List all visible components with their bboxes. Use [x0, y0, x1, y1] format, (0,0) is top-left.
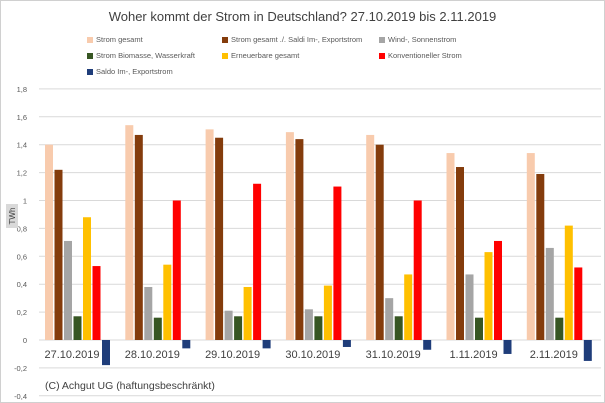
bar	[182, 340, 191, 349]
y-tick-label: 0	[23, 336, 27, 345]
bar	[73, 316, 82, 340]
legend-label: Saldo Im-, Exportstrom	[96, 67, 173, 76]
legend-label: Erneuerbare gesamt	[231, 51, 300, 60]
bar	[475, 317, 483, 340]
bar	[574, 267, 583, 340]
legend-swatch	[379, 52, 385, 59]
y-tick-label: 0,4	[17, 280, 27, 289]
x-tick-label: 28.10.2019	[125, 349, 180, 361]
x-tick-label: 31.10.2019	[366, 349, 421, 361]
x-tick-label: 27.10.2019	[44, 349, 99, 361]
bar	[564, 225, 573, 340]
y-tick-label: -0,2	[14, 364, 27, 373]
bar	[385, 298, 394, 340]
bar	[54, 169, 63, 340]
bar	[102, 340, 110, 366]
bar	[134, 134, 143, 340]
legend-swatch	[87, 68, 93, 75]
legend-item: Wind-, Sonnenstrom	[379, 35, 456, 44]
bar	[494, 240, 502, 340]
legend-item: Strom gesamt	[87, 35, 143, 44]
bar	[153, 317, 162, 340]
x-tick-label: 1.11.2019	[449, 349, 497, 361]
y-tick-label: -0,4	[14, 392, 27, 401]
x-tick-label: 2.11.2019	[530, 349, 578, 361]
bar	[404, 274, 413, 340]
bar	[262, 340, 271, 349]
legend-label: Konventioneller Strom	[388, 51, 462, 60]
bar	[413, 200, 422, 340]
bar	[234, 316, 243, 340]
legend-label: Strom Biomasse, Wasserkraft	[96, 51, 195, 60]
bar	[314, 316, 323, 340]
legend-item: Saldo Im-, Exportstrom	[87, 67, 173, 76]
bar	[224, 310, 233, 340]
bar	[64, 240, 72, 340]
bar	[423, 340, 432, 350]
bar	[555, 317, 564, 340]
bar	[92, 266, 101, 340]
y-axis-label-bg	[6, 204, 18, 228]
x-tick-label: 30.10.2019	[285, 349, 340, 361]
bar	[172, 200, 181, 340]
legend-item: Strom Biomasse, Wasserkraft	[87, 51, 195, 60]
chart-title: Woher kommt der Strom in Deutschland? 27…	[108, 9, 497, 24]
legend-item: Strom gesamt ./. Saldi Im-, Exportstrom	[222, 35, 362, 44]
legend-swatch	[87, 36, 93, 43]
bar	[125, 125, 134, 340]
legend-item: Konventioneller Strom	[379, 51, 462, 60]
bar	[342, 340, 351, 347]
legend-item: Erneuerbare gesamt	[222, 51, 299, 60]
y-tick-label: 0,2	[17, 308, 27, 317]
legend-label: Wind-, Sonnenstrom	[388, 35, 457, 44]
bar	[484, 252, 493, 340]
bar	[323, 285, 332, 340]
bar	[394, 316, 403, 340]
bar	[526, 153, 535, 340]
bar	[583, 340, 592, 361]
legend-label: Strom gesamt ./. Saldi Im-, Exportstrom	[231, 35, 363, 44]
bar	[295, 139, 304, 340]
copyright-annotation: (C) Achgut UG (haftungsbeschränkt)	[45, 380, 215, 392]
y-tick-label: 0,6	[17, 252, 27, 261]
bar	[536, 173, 545, 340]
bar	[446, 153, 455, 340]
y-tick-label: 1,8	[17, 85, 27, 94]
legend-swatch	[379, 36, 385, 43]
bar	[366, 134, 375, 340]
bar	[285, 132, 294, 340]
y-tick-label: 1	[23, 197, 27, 206]
bar	[333, 186, 342, 340]
y-tick-label: 1,4	[17, 141, 27, 150]
bar	[253, 183, 262, 340]
bar	[243, 286, 252, 340]
legend-swatch	[87, 52, 93, 59]
bar	[375, 144, 384, 340]
bar	[205, 129, 214, 340]
y-tick-label: 0,8	[17, 224, 27, 233]
legend-swatch	[222, 36, 228, 43]
y-tick-label: 1,6	[17, 113, 27, 122]
bar	[456, 167, 464, 340]
bar	[465, 274, 474, 340]
bar	[215, 137, 224, 340]
y-axis-label: TWh	[8, 208, 17, 225]
y-tick-label: 1,2	[17, 169, 27, 178]
legend-swatch	[222, 52, 228, 59]
bar	[545, 247, 554, 340]
bar	[45, 144, 53, 340]
bar	[163, 264, 172, 340]
bar	[304, 309, 313, 340]
bar	[144, 286, 153, 340]
bar	[503, 340, 512, 354]
legend-label: Strom gesamt	[96, 35, 143, 44]
bar	[83, 217, 91, 340]
x-tick-label: 29.10.2019	[205, 349, 260, 361]
